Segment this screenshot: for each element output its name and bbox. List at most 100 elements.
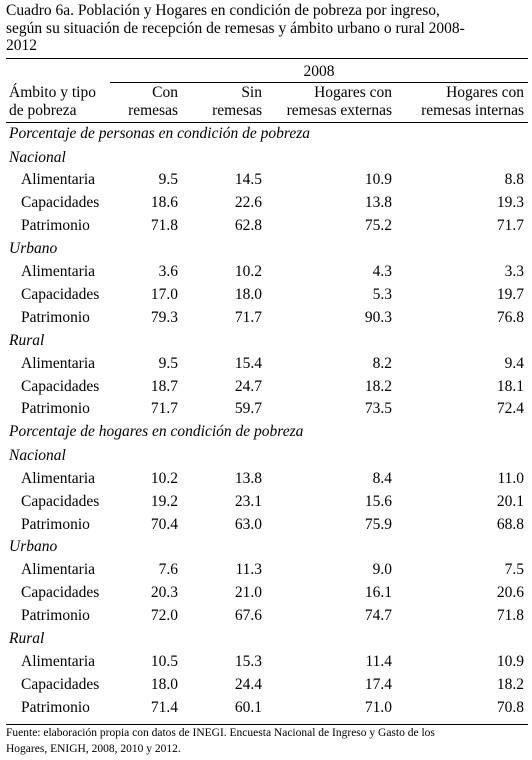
cell-value: 70.4	[150, 515, 178, 533]
cell-value: 16.1	[364, 584, 392, 602]
cell-value: 19.7	[496, 285, 524, 303]
cell-value: 68.8	[496, 515, 524, 533]
cell-value: 18.0	[150, 675, 178, 693]
cell-value: 13.8	[234, 469, 262, 487]
cell-value: 8.4	[372, 469, 392, 487]
row-label: Capacidades	[21, 377, 100, 395]
cell-value: 9.5	[158, 354, 178, 372]
row-label: Alimentaria	[21, 263, 96, 280]
cell-value: 21.0	[234, 584, 262, 602]
cell-value: 76.8	[496, 308, 524, 326]
cell-value: 17.4	[364, 675, 392, 693]
cell-value: 24.7	[234, 377, 262, 395]
cell-value: 11.0	[497, 469, 524, 487]
cell-value: 62.8	[234, 217, 262, 235]
row-header-line-1: Ámbito y tipo	[9, 84, 96, 101]
cell-value: 20.1	[496, 492, 524, 510]
cell-value: 20.6	[496, 584, 524, 602]
row-label: Capacidades	[21, 492, 100, 510]
row-label: Alimentaria	[21, 561, 96, 579]
cell-value: 75.2	[364, 217, 392, 235]
top-rule	[6, 58, 528, 59]
cell-value: 60.1	[234, 698, 262, 716]
col-header-con-remesas-1: Con	[152, 84, 178, 101]
source-line-2: Hogares, ENIGH, 2008, 2010 y 2012.	[6, 743, 181, 755]
cell-value: 72.4	[496, 400, 524, 418]
group-name: Rural	[9, 331, 45, 349]
col-header-internas-2: remesas internas	[421, 102, 524, 119]
group-name: Urbano	[9, 240, 58, 258]
cell-value: 10.5	[150, 652, 178, 670]
cell-value: 3.3	[504, 263, 524, 280]
cell-value: 24.4	[234, 675, 262, 693]
group-name: Nacional	[9, 446, 66, 464]
cell-value: 18.0	[234, 285, 262, 303]
cell-value: 75.9	[364, 515, 392, 533]
cell-value: 18.2	[364, 377, 392, 395]
row-label: Alimentaria	[21, 354, 96, 372]
cell-value: 9.4	[504, 354, 524, 372]
cell-value: 7.6	[158, 561, 178, 579]
cell-value: 18.6	[150, 194, 178, 212]
row-label: Patrimonio	[21, 308, 90, 326]
caption-line-2: según su situación de recepción de remes…	[6, 19, 465, 37]
cell-value: 17.0	[150, 285, 178, 303]
cell-value: 15.6	[364, 492, 392, 510]
row-label: Capacidades	[21, 194, 100, 212]
cell-value: 23.1	[234, 492, 262, 510]
col-header-con-remesas-2: remesas	[128, 102, 178, 119]
cell-value: 4.3	[372, 263, 392, 280]
row-label: Capacidades	[21, 675, 100, 693]
cell-value: 72.0	[150, 607, 178, 625]
row-label: Alimentaria	[21, 171, 96, 189]
col-header-externas-2: remesas externas	[286, 102, 392, 119]
section-title: Porcentaje de personas en condición de p…	[9, 125, 311, 142]
row-label: Alimentaria	[21, 469, 96, 487]
cell-value: 18.2	[496, 675, 524, 693]
cell-value: 11.3	[235, 561, 262, 579]
row-label: Patrimonio	[21, 400, 90, 418]
col-header-sin-remesas-1: Sin	[241, 84, 262, 101]
table-bottom-rule	[6, 724, 528, 725]
cell-value: 10.2	[234, 263, 262, 280]
cell-value: 8.2	[372, 354, 392, 372]
group-name: Nacional	[9, 148, 66, 166]
cell-value: 11.4	[365, 652, 392, 670]
cell-value: 63.0	[234, 515, 262, 533]
caption-line-1: Cuadro 6a. Población y Hogares en condic…	[6, 2, 440, 19]
cell-value: 10.9	[364, 171, 392, 189]
cell-value: 74.7	[364, 607, 392, 625]
cell-value: 22.6	[234, 194, 262, 212]
caption-line-3: 2012	[6, 37, 37, 54]
cell-value: 9.0	[372, 561, 392, 579]
row-label: Patrimonio	[21, 217, 90, 235]
cell-value: 14.5	[234, 171, 262, 189]
year-header: 2008	[303, 63, 335, 80]
cell-value: 15.4	[234, 354, 262, 372]
cell-value: 73.5	[364, 400, 392, 418]
cell-value: 10.9	[496, 652, 524, 670]
group-name: Urbano	[9, 538, 58, 556]
group-name: Rural	[9, 630, 45, 647]
year-underline	[110, 82, 528, 83]
row-label: Capacidades	[21, 285, 100, 303]
row-label: Patrimonio	[21, 607, 90, 625]
cell-value: 3.6	[158, 263, 178, 280]
cell-value: 10.2	[150, 469, 178, 487]
cell-value: 19.3	[496, 194, 524, 212]
cell-value: 18.1	[496, 377, 524, 395]
cell-value: 71.7	[150, 400, 178, 418]
cell-value: 59.7	[234, 400, 262, 418]
row-label: Capacidades	[21, 584, 100, 602]
cell-value: 20.3	[150, 584, 178, 602]
cell-value: 90.3	[364, 308, 392, 326]
cell-value: 15.3	[234, 652, 262, 670]
header-bottom-rule	[6, 122, 528, 123]
cell-value: 71.7	[234, 308, 262, 326]
section-title: Porcentaje de hogares en condición de po…	[9, 423, 304, 441]
row-label: Patrimonio	[21, 515, 90, 533]
row-label: Patrimonio	[21, 698, 90, 716]
cell-value: 13.8	[364, 194, 392, 212]
source-note: Fuente: elaboración propia con datos de …	[6, 725, 526, 757]
